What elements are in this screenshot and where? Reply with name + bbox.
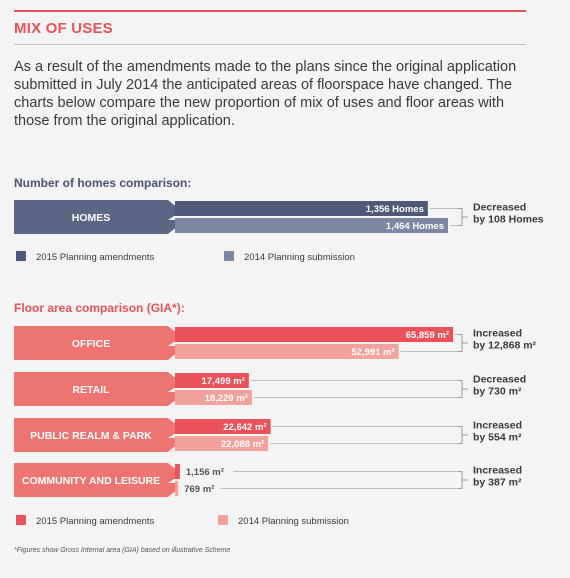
chart-title: Floor area comparison (GIA*):	[14, 301, 185, 315]
category-band-homes	[14, 200, 175, 234]
comparison-bracket	[458, 380, 468, 398]
footnote: *Figures show Gross Internal area (GIA) …	[14, 547, 230, 554]
category-label-community-and-leisure: COMMUNITY AND LEISURE	[22, 475, 160, 487]
value-label-2014-public-realm-park: 22,088 m²	[221, 439, 264, 450]
change-label-retail: Decreased	[473, 374, 526, 386]
section-divider	[14, 44, 526, 45]
section-title: MIX OF USES	[14, 20, 113, 37]
category-band-public-realm-park	[14, 418, 175, 452]
comparison-bracket	[458, 334, 468, 352]
value-label-2014-homes: 1,464 Homes	[386, 221, 444, 232]
change-label-public-realm-park: Increased	[473, 420, 522, 432]
bar-2015-community-and-leisure	[175, 464, 180, 479]
legend-swatch-2015	[16, 251, 26, 261]
legend-swatch-2014	[224, 251, 234, 261]
section-top-rule	[14, 10, 526, 12]
comparison-bracket	[458, 471, 468, 489]
comparison-bracket	[458, 426, 468, 444]
bar-2014-office	[175, 344, 399, 359]
bar-2015-public-realm-park	[175, 419, 271, 434]
category-label-homes: HOMES	[72, 212, 111, 224]
value-label-2015-community-and-leisure: 1,156 m²	[186, 467, 224, 478]
value-label-2015-retail: 17,499 m²	[202, 376, 245, 387]
category-label-office: OFFICE	[72, 338, 111, 350]
change-label-office: Increased	[473, 328, 522, 340]
category-band-retail	[14, 372, 175, 406]
change-label-community-and-leisure: Increased	[473, 465, 522, 477]
category-label-retail: RETAIL	[72, 384, 110, 396]
category-band-office	[14, 326, 175, 360]
chart-title: Number of homes comparison:	[14, 176, 191, 190]
legend-label-2014: 2014 Planning submission	[244, 252, 355, 263]
change-label-homes: Decreased	[473, 202, 526, 214]
value-label-2015-office: 65,859 m²	[406, 330, 449, 341]
bar-2014-homes	[175, 218, 448, 233]
legend-swatch-2015	[16, 515, 26, 525]
change-amount-retail: by 730 m²	[473, 386, 522, 398]
bar-2014-retail	[175, 390, 252, 405]
legend-label-2015: 2015 Planning amendments	[36, 516, 155, 527]
legend-label-2015: 2015 Planning amendments	[36, 252, 155, 263]
intro-paragraph: As a result of the amendments made to th…	[14, 59, 517, 129]
change-amount-homes: by 108 Homes	[473, 214, 544, 226]
bar-2015-office	[175, 327, 453, 342]
category-band-community-and-leisure	[14, 463, 175, 497]
bar-2015-retail	[175, 373, 249, 388]
bar-2014-community-and-leisure	[175, 481, 179, 496]
value-label-2015-homes: 1,356 Homes	[366, 204, 424, 215]
bar-2015-homes	[175, 201, 428, 216]
value-label-2014-retail: 18,229 m²	[205, 393, 248, 404]
value-label-2014-community-and-leisure: 769 m²	[184, 484, 214, 495]
change-amount-public-realm-park: by 554 m²	[473, 432, 522, 444]
legend-swatch-2014	[218, 515, 228, 525]
comparison-bracket	[458, 208, 468, 226]
change-amount-community-and-leisure: by 387 m²	[473, 477, 522, 489]
category-label-public-realm-park: PUBLIC REALM & PARK	[30, 430, 152, 442]
value-label-2014-office: 52,991 m²	[351, 347, 394, 358]
legend-label-2014: 2014 Planning submission	[238, 516, 349, 527]
value-label-2015-public-realm-park: 22,642 m²	[223, 422, 266, 433]
bar-2014-public-realm-park	[175, 436, 269, 451]
change-amount-office: by 12,868 m²	[473, 340, 537, 352]
